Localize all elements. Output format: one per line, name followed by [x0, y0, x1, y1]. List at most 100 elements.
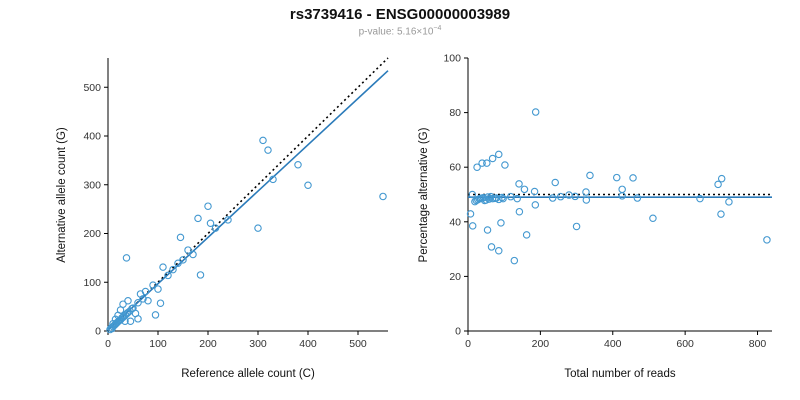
data-point	[618, 185, 626, 194]
left-panel: 0 100 200 300 400 500 0 100 200 300 400 500	[83, 57, 389, 350]
x-tick-label: 100	[149, 338, 167, 350]
identity-line	[107, 57, 389, 332]
data-point	[176, 233, 185, 242]
data-point	[468, 190, 477, 199]
data-point	[763, 236, 771, 244]
data-point	[582, 188, 590, 196]
chart-title: rs3739416 - ENSG00000003989	[289, 6, 511, 23]
data-point	[572, 222, 581, 231]
data-point	[119, 313, 127, 322]
data-point	[259, 136, 267, 145]
data-point	[717, 210, 725, 218]
data-point	[629, 174, 637, 182]
data-point	[124, 297, 132, 305]
regression-line	[107, 70, 389, 331]
data-point	[156, 299, 165, 307]
data-point	[714, 180, 722, 189]
x-tick-label: 500	[349, 338, 367, 350]
data-point	[488, 154, 497, 163]
y-tick-label: 200	[83, 228, 101, 240]
y-tick-label: 20	[449, 271, 461, 283]
data-point	[495, 150, 503, 159]
data-point	[151, 311, 160, 319]
data-point	[571, 192, 579, 201]
data-point	[169, 265, 177, 274]
data-point	[548, 194, 557, 202]
right-yaxis-label: Percentage alternative (G)	[418, 127, 430, 263]
data-point	[134, 315, 142, 323]
data-point	[586, 171, 594, 180]
data-point	[211, 224, 220, 232]
data-point	[556, 192, 565, 201]
data-point	[159, 263, 167, 271]
data-point	[269, 175, 277, 184]
data-point	[483, 226, 492, 234]
data-point	[254, 224, 262, 232]
data-point	[473, 163, 481, 171]
data-point	[487, 192, 495, 201]
x-tick-label: 800	[749, 338, 767, 350]
data-point	[531, 108, 540, 116]
data-point	[141, 287, 150, 296]
data-point	[119, 300, 127, 308]
data-point	[513, 194, 521, 203]
data-point	[184, 246, 192, 254]
x-tick-label: 200	[532, 338, 550, 350]
x-tick-label: 400	[299, 338, 317, 350]
chart-subtitle: p-value: 5.16×10−4	[0, 25, 800, 37]
data-point	[164, 271, 172, 280]
data-point	[224, 216, 232, 224]
data-point	[122, 254, 131, 262]
y-tick-label: 400	[83, 131, 101, 143]
data-point	[495, 246, 503, 255]
data-point	[520, 185, 529, 194]
data-point	[501, 161, 509, 169]
y-tick-label: 40	[449, 216, 461, 228]
data-point	[139, 295, 147, 303]
data-point	[633, 194, 642, 202]
data-point	[649, 214, 657, 223]
data-point	[144, 297, 152, 305]
data-point	[551, 178, 559, 187]
data-point	[618, 192, 626, 200]
data-point	[126, 317, 135, 325]
data-point	[717, 174, 726, 183]
data-point	[725, 198, 733, 206]
y-tick-label: 300	[83, 179, 101, 191]
data-point	[264, 146, 272, 154]
data-point	[487, 243, 496, 251]
pvalue-text: p-value: 5.16×10	[358, 26, 434, 38]
data-point	[515, 207, 524, 216]
data-point	[696, 194, 704, 203]
x-tick-label: 0	[105, 338, 111, 350]
x-tick-label: 600	[676, 338, 694, 350]
data-point	[134, 298, 142, 307]
data-point	[304, 181, 312, 189]
data-point	[468, 222, 477, 230]
data-point	[515, 180, 523, 188]
data-point	[531, 201, 540, 209]
data-point	[530, 187, 539, 196]
data-point	[510, 256, 519, 265]
data-point	[483, 159, 491, 167]
data-point	[206, 219, 215, 228]
data-point	[612, 173, 621, 182]
y-tick-label: 500	[83, 82, 101, 94]
left-xaxis-label: Reference allele count (C)	[181, 368, 315, 380]
y-tick-label: 100	[443, 53, 461, 65]
data-point	[204, 202, 212, 210]
data-point	[582, 196, 591, 204]
x-tick-label: 400	[604, 338, 622, 350]
data-point	[522, 231, 531, 239]
data-point	[174, 259, 182, 267]
data-point	[379, 192, 387, 201]
data-point	[497, 219, 505, 227]
data-point	[478, 159, 486, 167]
data-point	[194, 214, 202, 223]
right-panel: 0 200 400 600 800 0 20 40 60 80 100	[443, 53, 772, 350]
left-yaxis-label: Alternative allele count (G)	[56, 127, 68, 263]
x-tick-label: 300	[249, 338, 267, 350]
y-tick-label: 0	[95, 326, 101, 338]
